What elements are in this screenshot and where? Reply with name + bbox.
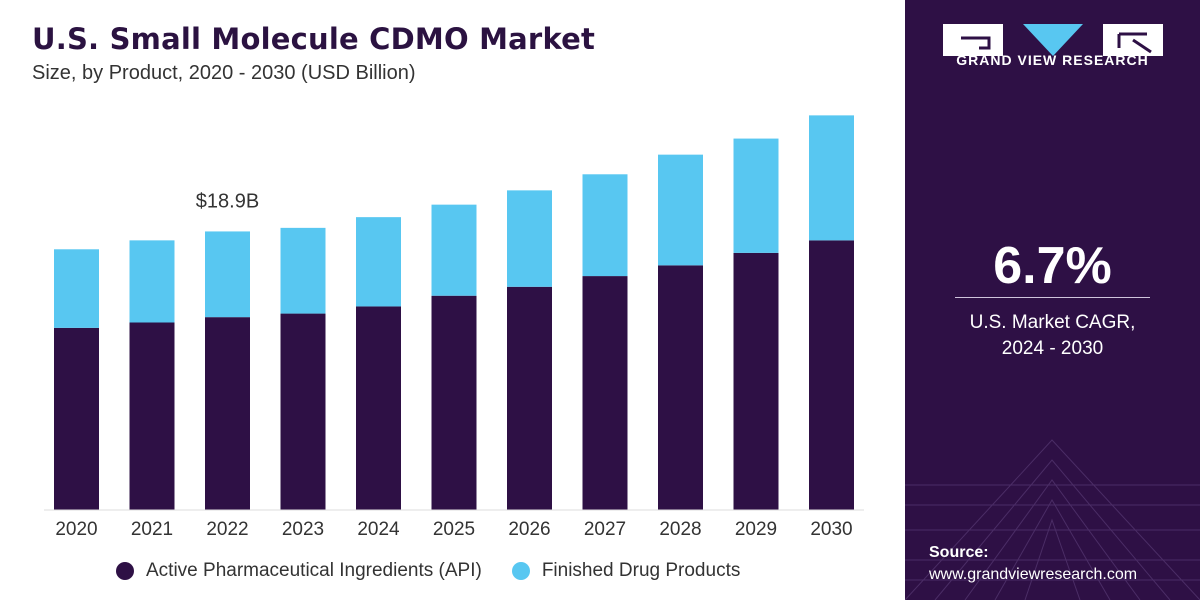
bar-2029-finished-drug-products [733, 138, 779, 253]
x-tick-label: 2026 [508, 519, 550, 540]
brand-name: GRAND VIEW RESEARCH [956, 52, 1149, 68]
grand-view-research-logo [943, 24, 1163, 56]
chart-subtitle: Size, by Product, 2020 - 2030 (USD Billi… [32, 62, 416, 84]
bar-2028-finished-drug-products [658, 154, 703, 266]
bar-2021-finished-drug-products [129, 240, 175, 323]
bar-2027-finished-drug-products [582, 174, 628, 277]
x-tick-label: 2022 [206, 519, 248, 540]
bar-2029-api [733, 252, 779, 510]
legend-item-fdp: Finished Drug Products [511, 560, 741, 582]
source-url[interactable]: www.grandviewresearch.com [929, 566, 1138, 583]
x-tick-label: 2030 [810, 519, 852, 540]
bar-2020-api [54, 327, 99, 510]
data-label-2022: $18.9B [196, 190, 259, 212]
x-tick-label: 2020 [55, 519, 97, 540]
bar-2022-api [205, 317, 250, 510]
x-tick-label: 2027 [584, 519, 626, 540]
bar-2030-api [809, 240, 854, 510]
x-tick-label: 2021 [131, 519, 173, 540]
source-label: Source: [929, 544, 989, 561]
legend-label-api: Active Pharmaceutical Ingredients (API) [146, 560, 482, 581]
bar-2021-api [129, 322, 175, 510]
bar-2024-finished-drug-products [356, 217, 401, 307]
bar-2024-api [356, 306, 401, 510]
chart-legend: Active Pharmaceutical Ingredients (API) … [116, 560, 770, 582]
cagr-label: U.S. Market CAGR, 2024 - 2030 [905, 310, 1200, 362]
x-tick-label: 2025 [433, 519, 475, 540]
bar-2030-finished-drug-products [809, 115, 854, 241]
legend-item-api: Active Pharmaceutical Ingredients (API) [116, 560, 482, 582]
bar-2026-api [507, 286, 552, 510]
legend-swatch-fdp [511, 562, 530, 580]
bar-2020-finished-drug-products [54, 249, 99, 328]
bar-2022-finished-drug-products [205, 231, 250, 318]
x-tick-label: 2028 [659, 519, 701, 540]
bar-2023-finished-drug-products [280, 227, 326, 314]
bar-2025-finished-drug-products [431, 204, 477, 296]
legend-swatch-api [116, 562, 134, 580]
cagr-value: 6.7% [993, 237, 1112, 295]
sidebar-panel: GRAND VIEW RESEARCH 6.7% U.S. Market CAG… [905, 0, 1200, 600]
bar-2025-api [431, 295, 477, 510]
x-tick-label: 2024 [357, 519, 400, 540]
bar-2028-api [658, 265, 703, 510]
x-tick-label: 2029 [735, 519, 777, 540]
legend-label-fdp: Finished Drug Products [541, 560, 741, 581]
bar-2026-finished-drug-products [507, 190, 552, 287]
cagr-label-line2: 2024 - 2030 [1001, 338, 1104, 359]
x-tick-label: 2023 [282, 519, 324, 540]
chart-panel: U.S. Small Molecule CDMO Market Size, by… [32, 22, 864, 582]
bar-2027-api [582, 276, 628, 510]
grid-decoration [905, 439, 1200, 600]
chart-title: U.S. Small Molecule CDMO Market [32, 22, 596, 56]
bar-chart: 2020 2021 2022 $18.9B 2023 2024 2025 2026 2027 20… [44, 115, 864, 540]
cagr-divider [955, 297, 1150, 298]
cagr-label-line1: U.S. Market CAGR, [969, 312, 1136, 333]
bar-2023-api [280, 313, 326, 510]
